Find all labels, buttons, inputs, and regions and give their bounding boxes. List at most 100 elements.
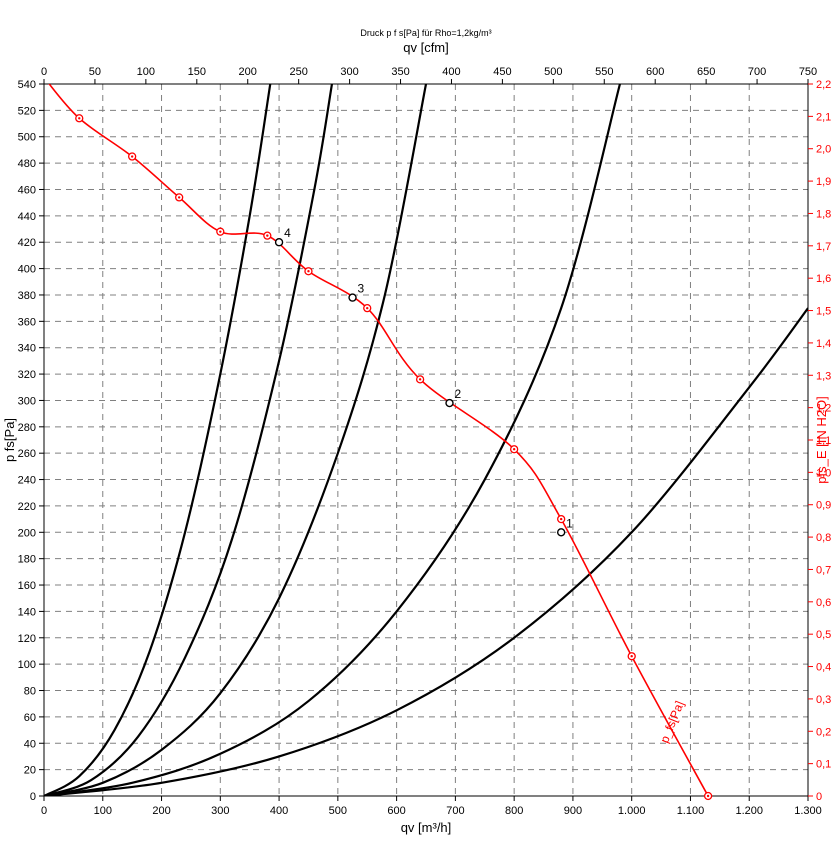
y-left-tick: 0	[30, 791, 36, 803]
y-left-tick: 120	[18, 633, 36, 645]
y-left-tick: 260	[18, 448, 36, 460]
x-bottom-tick: 1.200	[735, 805, 763, 817]
y-right-tick: 2,1	[816, 111, 831, 123]
y-right-tick: 1,5	[816, 306, 831, 318]
y-left-tick: 240	[18, 475, 36, 487]
operating-point-2	[446, 400, 453, 407]
x-top-label: qv [cfm]	[403, 40, 449, 55]
y-left-tick: 140	[18, 606, 36, 618]
y-left-tick: 180	[18, 554, 36, 566]
x-top-tick: 50	[89, 66, 101, 78]
fan-curve-marker-dot	[366, 307, 368, 309]
y-left-tick: 220	[18, 501, 36, 513]
x-top-tick: 650	[697, 66, 715, 78]
chart-title: Druck p f s[Pa] für Rho=1,2kg/m³	[360, 28, 491, 38]
y-left-tick: 20	[24, 765, 36, 777]
x-top-tick: 500	[544, 66, 562, 78]
x-bottom-tick: 600	[387, 805, 405, 817]
y-left-tick: 80	[24, 686, 36, 698]
y-left-tick: 300	[18, 395, 36, 407]
y-right-tick: 0,4	[816, 662, 831, 674]
x-bottom-tick: 200	[152, 805, 170, 817]
x-bottom-tick: 1.100	[677, 805, 705, 817]
operating-point-1	[558, 529, 565, 536]
x-bottom-tick: 800	[505, 805, 523, 817]
x-top-tick: 400	[442, 66, 460, 78]
x-top-tick: 700	[748, 66, 766, 78]
y-right-tick: 0,3	[816, 694, 831, 706]
y-right-tick: 1,2	[816, 403, 831, 415]
x-top-tick: 450	[493, 66, 511, 78]
x-bottom-tick: 700	[446, 805, 464, 817]
y-right-tick: 1,1	[816, 435, 831, 447]
x-bottom-tick: 100	[94, 805, 112, 817]
x-top-tick: 750	[799, 66, 817, 78]
fan-curve-marker-dot	[78, 117, 80, 119]
y-right-tick: 1,9	[816, 176, 831, 188]
y-left-tick: 500	[18, 132, 36, 144]
y-right-tick: 2,0	[816, 144, 831, 156]
y-right-tick: 1,4	[816, 338, 831, 350]
y-left-label: p fs[Pa]	[2, 418, 17, 462]
fan-curve-marker-dot	[266, 234, 268, 236]
x-bottom-tick: 900	[564, 805, 582, 817]
operating-point-label-3: 3	[358, 282, 365, 296]
y-right-tick: 1,7	[816, 241, 831, 253]
fan-curve-chart: Druck p f s[Pa] für Rho=1,2kg/m³ qv [cfm]…	[0, 0, 832, 858]
y-right-tick: 0,1	[816, 759, 831, 771]
operating-point-label-2: 2	[455, 387, 462, 401]
y-left-tick: 520	[18, 105, 36, 117]
x-bottom-tick: 500	[329, 805, 347, 817]
y-left-tick: 380	[18, 290, 36, 302]
operating-point-label-1: 1	[566, 516, 573, 530]
y-right-tick: 0,5	[816, 629, 831, 641]
operating-point-4	[276, 239, 283, 246]
fan-curve-marker-dot	[131, 155, 133, 157]
fan-curve-marker-dot	[307, 270, 309, 272]
y-left-tick: 440	[18, 211, 36, 223]
x-bottom-label: qv [m³/h]	[401, 820, 452, 835]
y-left-tick: 460	[18, 184, 36, 196]
y-left-tick: 100	[18, 659, 36, 671]
y-left-tick: 200	[18, 527, 36, 539]
x-bottom-tick: 1.000	[618, 805, 646, 817]
fan-curve-marker-dot	[178, 196, 180, 198]
x-top-tick: 200	[239, 66, 257, 78]
operating-point-3	[349, 294, 356, 301]
fan-curve-marker-dot	[560, 518, 562, 520]
x-bottom-tick: 400	[270, 805, 288, 817]
y-right-tick: 0,6	[816, 597, 831, 609]
y-left-tick: 400	[18, 264, 36, 276]
y-left-tick: 160	[18, 580, 36, 592]
y-left-tick: 40	[24, 738, 36, 750]
operating-point-label-4: 4	[284, 226, 291, 240]
y-right-tick: 0,7	[816, 564, 831, 576]
fan-curve-marker-dot	[630, 655, 632, 657]
y-right-tick: 0	[816, 791, 822, 803]
y-left-tick: 60	[24, 712, 36, 724]
x-top-tick: 0	[41, 66, 47, 78]
fan-curve-marker-dot	[513, 448, 515, 450]
x-bottom-tick: 1.300	[794, 805, 822, 817]
y-right-tick: 0,9	[816, 500, 831, 512]
y-left-tick: 480	[18, 158, 36, 170]
y-left-tick: 340	[18, 343, 36, 355]
y-right-tick: 1,0	[816, 467, 831, 479]
x-top-tick: 550	[595, 66, 613, 78]
x-top-tick: 350	[391, 66, 409, 78]
chart-svg: Druck p f s[Pa] für Rho=1,2kg/m³ qv [cfm]…	[0, 0, 832, 858]
x-top-tick: 100	[137, 66, 155, 78]
x-bottom-tick: 300	[211, 805, 229, 817]
x-top-tick: 150	[188, 66, 206, 78]
fan-curve-marker-dot	[707, 795, 709, 797]
fan-curve-marker-dot	[419, 378, 421, 380]
x-bottom-tick: 0	[41, 805, 47, 817]
y-right-tick: 0,8	[816, 532, 831, 544]
y-left-tick: 280	[18, 422, 36, 434]
x-top-tick: 250	[289, 66, 307, 78]
y-left-tick: 540	[18, 79, 36, 91]
y-left-tick: 320	[18, 369, 36, 381]
y-right-tick: 1,8	[816, 208, 831, 220]
x-top-tick: 600	[646, 66, 664, 78]
fan-curve-marker-dot	[219, 230, 221, 232]
